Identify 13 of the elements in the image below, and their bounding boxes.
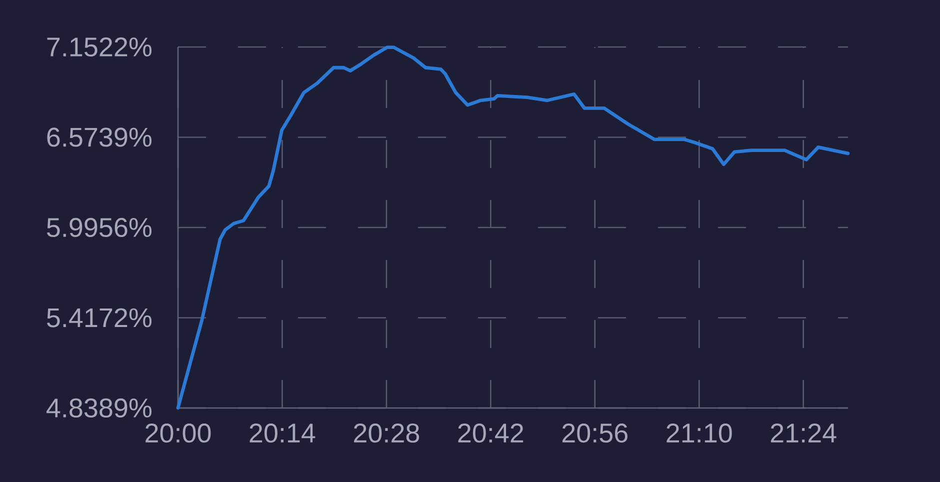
x-tick-label: 21:10: [666, 424, 732, 443]
x-tick-label: 20:56: [562, 424, 628, 443]
y-tick-label: 6.5739%: [47, 128, 152, 147]
x-tick-label: 20:14: [250, 424, 316, 443]
x-tick-label: 21:24: [770, 424, 836, 442]
line-series: [176, 46, 850, 410]
x-tick-label: 20:28: [354, 424, 420, 443]
y-tick-label: 5.9956%: [46, 218, 152, 238]
y-tick-label: 4.8389%: [46, 398, 152, 418]
y-tick-label: 7.1522%: [47, 37, 152, 57]
x-tick-label: 20:00: [146, 424, 211, 443]
x-tick-label: 20:42: [458, 424, 524, 443]
y-tick-label: 5.4172%: [46, 308, 152, 328]
